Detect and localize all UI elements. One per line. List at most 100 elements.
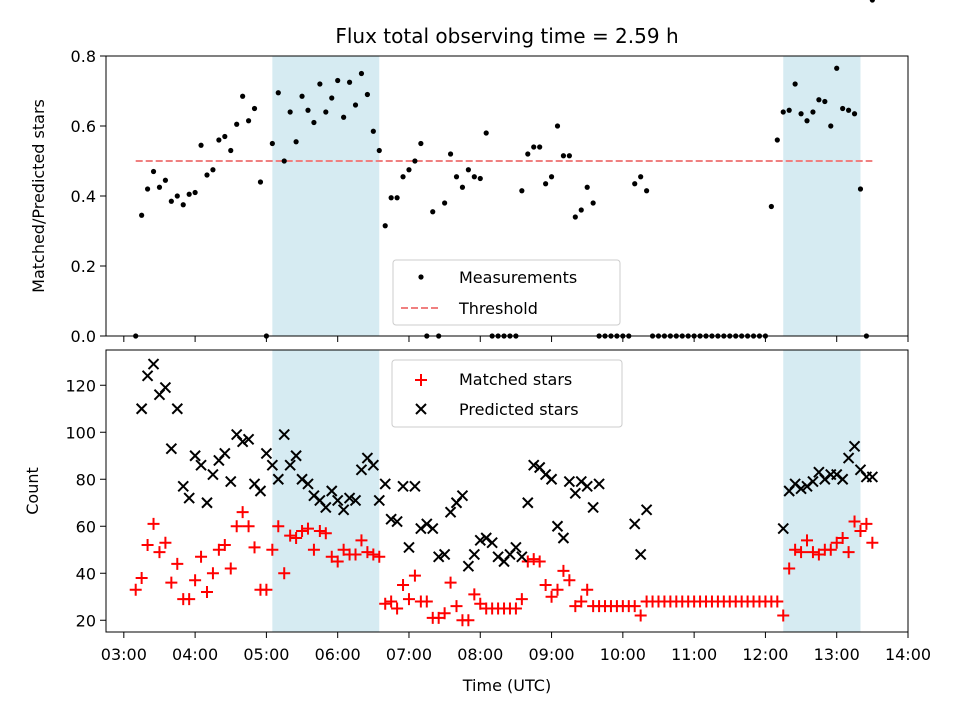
predicted-star-point	[349, 494, 362, 507]
predicted-star-point	[207, 468, 219, 481]
measurement-point	[554, 123, 561, 129]
predicted-star-point	[290, 450, 302, 462]
measurement-point	[845, 107, 852, 113]
matched-star-point	[777, 609, 790, 622]
matched-star-point	[171, 557, 184, 570]
predicted-star-point	[629, 518, 641, 530]
top-y-ticks: 0.0 0.2 0.4 0.6 0.8	[71, 47, 106, 346]
measurement-point	[442, 200, 448, 206]
matched-star-point	[521, 555, 534, 568]
predicted-star-point	[545, 473, 558, 485]
matched-star-point	[533, 555, 546, 568]
matched-star-point	[824, 543, 837, 556]
matched-star-point	[260, 583, 273, 596]
predicted-star-point	[581, 480, 593, 493]
predicted-star-point	[474, 534, 486, 547]
predicted-star-point	[409, 480, 421, 493]
measurement-point	[234, 121, 240, 127]
measurement-point	[204, 172, 210, 178]
measurement-point	[400, 174, 406, 180]
measurement-point	[869, 0, 875, 3]
measurement-point	[198, 142, 204, 148]
matched-star-point	[783, 562, 796, 575]
predicted-star-point	[278, 428, 290, 441]
y-tick-label: 40	[76, 564, 96, 583]
matched-star-point	[771, 595, 784, 608]
x-tick-label: 10:00	[600, 645, 646, 664]
matched-star-point	[200, 586, 213, 599]
matched-star-point	[581, 583, 594, 596]
predicted-star-point	[468, 548, 481, 561]
predicted-star-point	[848, 440, 861, 453]
matched-star-point	[557, 564, 570, 577]
y-tick-label: 0.2	[71, 257, 96, 276]
predicted-star-point	[343, 492, 356, 504]
shaded-interval	[272, 56, 380, 336]
matched-star-point	[153, 546, 166, 559]
predicted-star-point	[177, 480, 189, 493]
matched-star-point	[230, 520, 243, 533]
matched-star-point	[539, 579, 552, 591]
predicted-star-point	[807, 475, 819, 488]
y-tick-label: 0.8	[71, 47, 96, 66]
measurement-point	[780, 109, 786, 115]
bottom-legend-box	[391, 359, 623, 428]
predicted-stars-points	[135, 358, 879, 572]
top-legend: Measurements Threshold	[392, 259, 621, 326]
matched-star-point	[575, 595, 588, 608]
matched-star-point	[866, 536, 879, 549]
predicted-star-point	[141, 370, 154, 382]
matched-star-point	[129, 583, 142, 596]
predicted-star-point	[569, 487, 582, 500]
predicted-star-point	[391, 515, 403, 528]
matched-star-point	[135, 571, 148, 584]
measurement-point	[346, 79, 353, 85]
matched-star-point	[545, 590, 558, 603]
predicted-star-point	[640, 504, 653, 516]
predicted-star-point	[438, 548, 451, 561]
legend-predicted-marker	[415, 403, 427, 415]
matched-star-point	[266, 543, 279, 556]
predicted-star-point	[183, 492, 195, 504]
measurement-point	[311, 119, 317, 126]
x-tick-label: 12:00	[742, 645, 788, 664]
measurement-point	[453, 174, 460, 180]
measurement-point	[525, 151, 531, 157]
measurement-point	[786, 107, 792, 113]
top-x-tick-marks	[123, 336, 909, 342]
matched-star-point	[515, 593, 528, 606]
y-tick-label: 0.6	[71, 117, 96, 136]
predicted-star-point	[842, 452, 855, 464]
matched-star-point	[551, 583, 564, 596]
x-tick-label: 03:00	[101, 645, 147, 664]
matched-star-point	[183, 593, 196, 606]
matched-star-point	[391, 602, 404, 615]
measurement-point	[269, 140, 275, 147]
predicted-star-point	[427, 522, 439, 535]
measurement-point	[418, 140, 424, 147]
matched-star-point	[379, 597, 392, 610]
predicted-star-point	[403, 541, 415, 554]
measurement-point	[412, 158, 418, 164]
predicted-star-point	[147, 358, 160, 370]
predicted-star-point	[444, 506, 457, 518]
measurement-point	[578, 207, 584, 213]
measurement-point	[382, 223, 388, 229]
top-legend-box	[392, 259, 621, 326]
matched-star-point	[278, 567, 291, 580]
measurement-point	[543, 181, 549, 187]
predicted-star-point	[551, 520, 564, 532]
measurement-point	[305, 107, 311, 113]
chart-title: Flux total observing time = 2.59 h	[335, 24, 678, 48]
matched-star-point	[848, 515, 861, 528]
y-tick-label: 60	[76, 517, 96, 536]
matched-star-point	[313, 524, 326, 537]
matched-star-point	[795, 546, 808, 559]
measurement-point	[275, 90, 281, 96]
measurement-point	[216, 137, 222, 143]
matched-star-point	[509, 602, 522, 615]
predicted-star-point	[272, 473, 284, 485]
y-tick-label: 0.4	[71, 187, 96, 206]
legend-predicted-label: Predicted stars	[459, 400, 579, 419]
measurement-point	[186, 191, 192, 197]
